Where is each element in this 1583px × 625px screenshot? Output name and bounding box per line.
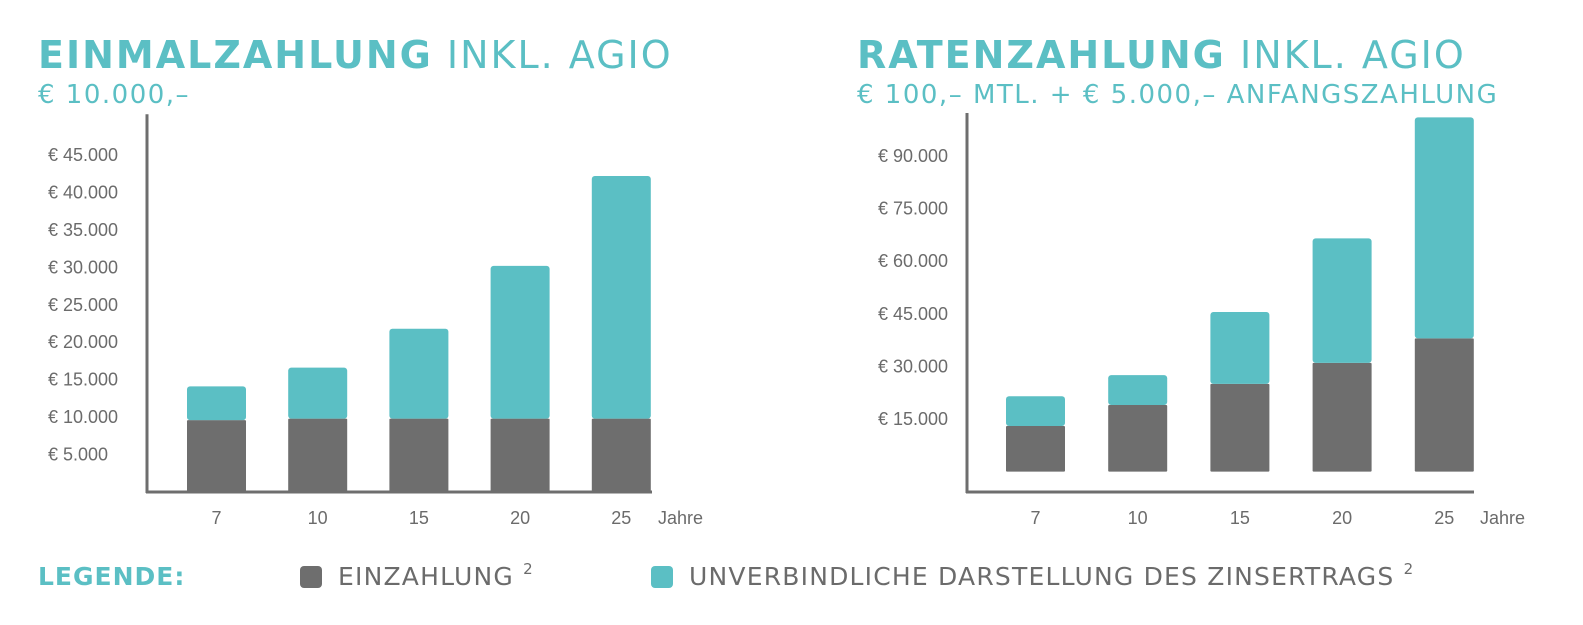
y-tick-label: € 40.000 <box>48 182 118 202</box>
chart-title: EINMALZAHLUNG INKL. AGIO <box>38 33 673 77</box>
bar-einzahlung <box>288 418 348 492</box>
bar-einzahlung <box>1210 383 1270 472</box>
y-tick-label: € 15.000 <box>48 370 118 390</box>
bar-zinsertrag <box>591 175 651 419</box>
bar-einzahlung <box>591 418 651 492</box>
y-tick-label: € 10.000 <box>48 407 118 427</box>
bar-einzahlung <box>1108 404 1168 472</box>
bar-zinsertrag <box>490 265 550 419</box>
legend-label-text: EINZAHLUNG <box>338 562 514 591</box>
legend-label: EINZAHLUNG 2 <box>338 560 534 591</box>
y-tick-label: € 5.000 <box>48 445 108 465</box>
legend: LEGENDE: EINZAHLUNG 2 UNVERBINDLICHE DAR… <box>38 560 1538 596</box>
x-tick-label: 10 <box>308 508 328 528</box>
y-tick-label: € 25.000 <box>48 295 118 315</box>
chart-title: RATENZAHLUNG INKL. AGIO <box>857 33 1466 77</box>
legend-label: UNVERBINDLICHE DARSTELLUNG DES ZINSERTRA… <box>689 560 1415 591</box>
x-axis-label: Jahre <box>658 508 703 528</box>
bar-einzahlung <box>187 420 246 492</box>
y-tick-label: € 15.000 <box>878 409 948 429</box>
legend-footnote: 2 <box>1403 560 1415 578</box>
x-tick-label: 15 <box>1230 508 1250 528</box>
bar-zinsertrag <box>389 328 449 419</box>
x-tick-label: 25 <box>1434 508 1454 528</box>
chart-title-rest: INKL. AGIO <box>1239 33 1466 77</box>
y-tick-label: € 20.000 <box>48 332 118 352</box>
y-tick-label: € 30.000 <box>48 257 118 277</box>
bar-zinsertrag <box>1210 312 1270 384</box>
y-tick-label: € 45.000 <box>878 304 948 324</box>
bar-zinsertrag <box>187 386 246 421</box>
x-tick-label: 15 <box>409 508 429 528</box>
chart-subtitle: € 10.000,– <box>38 80 191 110</box>
x-tick-label: 7 <box>211 508 221 528</box>
legend-title: LEGENDE: <box>38 562 186 591</box>
bar-chart-einmalzahlung: € 5.000 € 10.000 € 15.000 € 20.000 € 25.000 €… <box>48 114 703 528</box>
x-tick-label: 10 <box>1128 508 1148 528</box>
y-tick-label: € 30.000 <box>878 356 948 376</box>
bar-zinsertrag <box>1108 375 1168 405</box>
bar-zinsertrag <box>1414 117 1474 339</box>
x-tick-label: 20 <box>510 508 530 528</box>
bar-einzahlung <box>1312 362 1372 472</box>
bar-zinsertrag <box>288 367 348 419</box>
y-tick-label: € 75.000 <box>878 199 948 219</box>
x-axis-label: Jahre <box>1480 508 1525 528</box>
y-tick-label: € 90.000 <box>878 146 948 166</box>
bar-einzahlung <box>389 418 449 492</box>
y-tick-label: € 60.000 <box>878 251 948 271</box>
legend-label-text: UNVERBINDLICHE DARSTELLUNG DES ZINSERTRA… <box>689 562 1395 591</box>
x-tick-label: 20 <box>1332 508 1352 528</box>
y-tick-label: € 35.000 <box>48 220 118 240</box>
chart-title-bold: EINMALZAHLUNG <box>38 33 433 77</box>
bar-zinsertrag <box>1312 238 1372 363</box>
x-tick-label: 25 <box>611 508 631 528</box>
bar-einzahlung <box>1414 338 1474 472</box>
y-tick-label: € 45.000 <box>48 145 118 165</box>
x-tick-label: 7 <box>1030 508 1040 528</box>
legend-swatch-einzahlung <box>300 566 322 588</box>
legend-swatch-zinsertrag <box>651 566 673 588</box>
bar-einzahlung <box>490 418 550 492</box>
bar-zinsertrag <box>1006 396 1065 427</box>
legend-footnote: 2 <box>523 560 534 578</box>
bar-chart-ratenzahlung: € 15.000 € 30.000 € 45.000 € 60.000 € 75.000… <box>878 113 1525 528</box>
chart-title-rest: INKL. AGIO <box>446 33 673 77</box>
bar-einzahlung <box>1006 426 1065 472</box>
chart-subtitle: € 100,– MTL. + € 5.000,– ANFANGSZAHLUNG <box>857 80 1499 110</box>
chart-title-bold: RATENZAHLUNG <box>857 33 1226 77</box>
